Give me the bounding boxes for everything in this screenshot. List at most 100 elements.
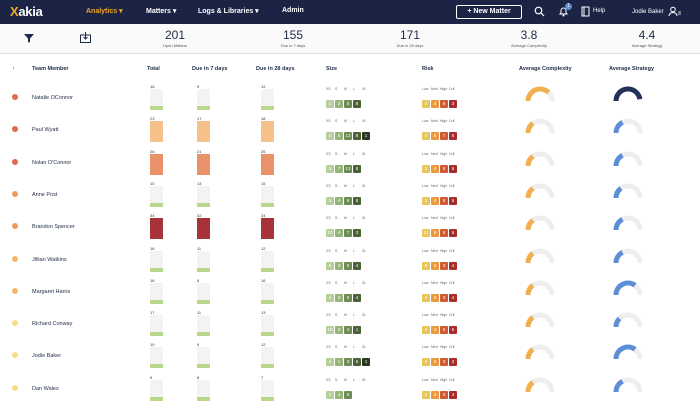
count-cell-d28[interactable]: 16: [261, 278, 274, 304]
size-count-box[interactable]: 1: [326, 293, 334, 302]
risk-count-box[interactable]: 4: [431, 164, 439, 173]
risk-count-box[interactable]: 3: [431, 390, 439, 399]
risk-count-box[interactable]: 6: [440, 196, 448, 205]
size-count-box[interactable]: 3: [326, 164, 334, 173]
risk-count-box[interactable]: 5: [431, 132, 439, 141]
team-member-name[interactable]: Nolan O'Connor: [32, 159, 72, 166]
count-cell-d28[interactable]: 13: [261, 310, 274, 337]
table-row[interactable]: Dan Wales 9 8 7 XS S M L XL 1 4 6 Low Med High Crit 3 3 3 4: [0, 371, 700, 403]
count-cell-d7[interactable]: 21: [197, 149, 210, 175]
team-member-name[interactable]: Jodie Baker: [32, 353, 62, 360]
table-row[interactable]: Richard Conway 17 11 13 XS S M L XL 10 2 4 1 Low Med Hi…: [0, 306, 700, 338]
risk-count-box[interactable]: 4: [449, 390, 457, 399]
bell-icon[interactable]: [558, 6, 569, 17]
nav-analytics[interactable]: Analytics ▾: [86, 8, 123, 15]
risk-count-box[interactable]: 6: [440, 229, 448, 238]
count-cell-total[interactable]: 10: [150, 342, 163, 369]
book-icon[interactable]: [581, 6, 590, 17]
size-count-box[interactable]: 5: [353, 358, 361, 367]
risk-count-box[interactable]: 3: [440, 358, 448, 367]
count-cell-total[interactable]: 9: [150, 375, 163, 401]
nav-matters[interactable]: Matters ▾: [146, 8, 177, 15]
header-size[interactable]: Size: [326, 66, 338, 72]
header-total[interactable]: Total: [147, 66, 160, 72]
count-cell-total[interactable]: 16: [150, 246, 163, 272]
risk-count-box[interactable]: 3: [431, 293, 439, 302]
size-count-box[interactable]: 1: [353, 326, 361, 335]
size-count-box[interactable]: 8: [353, 196, 361, 205]
size-count-box[interactable]: 2: [335, 100, 343, 108]
team-member-name[interactable]: Jillian Watkins: [32, 256, 67, 263]
filter-icon[interactable]: [24, 33, 34, 43]
risk-count-box[interactable]: 4: [449, 293, 457, 302]
risk-count-box[interactable]: 3: [440, 293, 448, 302]
size-count-box[interactable]: 4: [335, 390, 343, 399]
size-count-box[interactable]: 13: [344, 132, 352, 141]
risk-count-box[interactable]: 11: [422, 229, 430, 238]
risk-count-box[interactable]: 2: [422, 358, 430, 367]
count-cell-d7[interactable]: 8: [197, 375, 210, 401]
risk-count-box[interactable]: 6: [440, 164, 448, 173]
count-cell-total[interactable]: 15: [150, 181, 163, 207]
risk-count-box[interactable]: 6: [449, 229, 457, 238]
count-cell-d7[interactable]: 11: [197, 246, 210, 272]
table-row[interactable]: Anne Post 15 13 15 XS S M L XL 3 4 6 8 Low Med High Crit…: [0, 177, 700, 209]
size-count-box[interactable]: 6: [344, 196, 352, 205]
risk-count-box[interactable]: 3: [422, 100, 430, 108]
count-cell-total[interactable]: 17: [150, 310, 163, 337]
team-member-name[interactable]: Richard Conway: [32, 321, 73, 328]
table-row[interactable]: Margaret Harris 16 8 16 XS S M L XL 1 2 5 4 Low Med Hig…: [0, 274, 700, 306]
size-count-box[interactable]: 4: [353, 293, 361, 302]
size-count-box[interactable]: 8: [353, 164, 361, 173]
size-count-box[interactable]: 3: [335, 261, 343, 270]
risk-count-box[interactable]: 6: [440, 100, 448, 108]
nav-logs-libraries[interactable]: Logs & Libraries ▾: [198, 8, 259, 15]
nav-admin[interactable]: Admin: [282, 7, 304, 14]
sort-arrow-icon[interactable]: ↑: [12, 66, 15, 72]
risk-count-box[interactable]: 5: [449, 326, 457, 335]
size-count-box[interactable]: 8: [353, 100, 361, 108]
team-member-name[interactable]: Dan Wales: [32, 385, 59, 392]
table-row[interactable]: Jodie Baker 10 9 12 XS S M L XL 1 1 3 5 1 Low Med High Cr…: [0, 338, 700, 370]
size-count-box[interactable]: 7: [335, 164, 343, 173]
header-average-complexity[interactable]: Average Complexity: [519, 66, 572, 72]
size-count-box[interactable]: 10: [326, 229, 334, 238]
size-count-box[interactable]: 4: [353, 261, 361, 270]
size-count-box[interactable]: 4: [335, 229, 343, 238]
count-cell-d7[interactable]: 13: [197, 181, 210, 207]
table-row[interactable]: Natalie OConnor 16 9 12 XS S M L XL 1 2 5 8 Low Med Hig…: [0, 80, 700, 112]
count-cell-d7[interactable]: 8: [197, 278, 210, 304]
team-member-name[interactable]: Natalie OConnor: [32, 95, 73, 101]
size-count-box[interactable]: 1: [362, 132, 370, 141]
header-due-7-days[interactable]: Due in 7 days: [192, 66, 228, 72]
size-count-box[interactable]: 4: [335, 196, 343, 205]
header-due-28-days[interactable]: Due in 28 days: [256, 66, 295, 72]
table-row[interactable]: Jillian Watkins 16 11 12 XS S M L XL 5 3 5 4 Low Med Hi…: [0, 242, 700, 274]
size-count-box[interactable]: 13: [344, 164, 352, 173]
size-count-box[interactable]: 5: [344, 261, 352, 270]
count-cell-d7[interactable]: 17: [197, 116, 210, 143]
risk-count-box[interactable]: 6: [449, 196, 457, 205]
risk-count-box[interactable]: 2: [431, 261, 439, 270]
count-cell-d28[interactable]: 18: [261, 116, 274, 143]
risk-count-box[interactable]: 6: [449, 132, 457, 141]
count-cell-total[interactable]: 34: [150, 213, 163, 240]
count-cell-d28[interactable]: 12: [261, 84, 274, 110]
count-cell-total[interactable]: 23: [150, 116, 163, 143]
risk-count-box[interactable]: 3: [440, 261, 448, 270]
risk-count-box[interactable]: 3: [431, 358, 439, 367]
size-count-box[interactable]: 1: [326, 390, 334, 399]
count-cell-d28[interactable]: 26: [261, 149, 274, 175]
size-count-box[interactable]: 5: [344, 293, 352, 302]
header-risk[interactable]: Risk: [422, 66, 434, 72]
search-icon[interactable]: [534, 6, 545, 17]
size-count-box[interactable]: 3: [326, 196, 334, 205]
table-row[interactable]: Brandon Spencer 34 32 34 XS S M L XL 10 4 7 3 Low Med H…: [0, 209, 700, 241]
table-row[interactable]: Paul Wyatt 23 17 18 XS S M L XL 5 5 13 8 1 Low Med High C…: [0, 112, 700, 144]
size-count-box[interactable]: 3: [353, 229, 361, 238]
size-count-box[interactable]: 1: [335, 358, 343, 367]
size-count-box[interactable]: 6: [344, 390, 352, 399]
download-icon[interactable]: [80, 32, 91, 43]
risk-count-box[interactable]: 7: [440, 132, 448, 141]
size-count-box[interactable]: 5: [344, 100, 352, 108]
